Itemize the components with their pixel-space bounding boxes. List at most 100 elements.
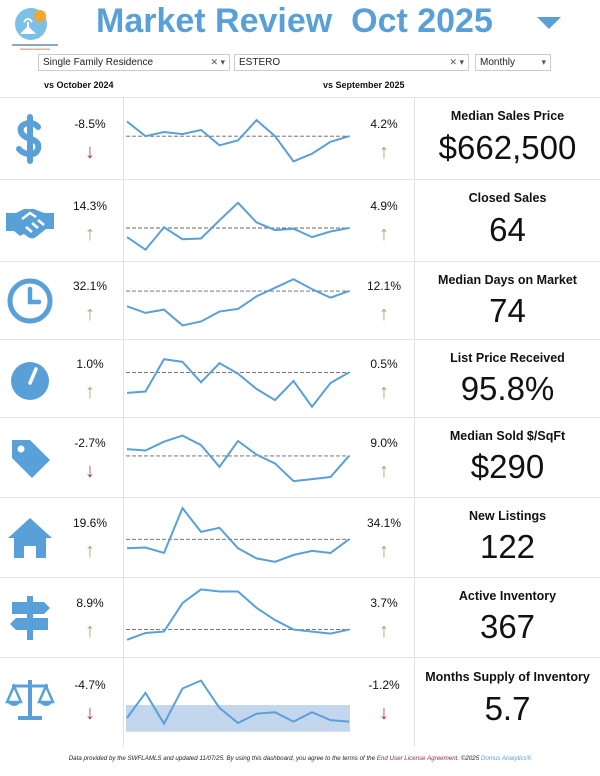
clear-dropdown-icon[interactable]: ✕ ▾ — [449, 57, 464, 67]
arrow-up-icon: ↑ — [379, 381, 389, 403]
metric-row: 14.3% ↑ 4.9% ↑ Closed Sales 64 — [0, 179, 600, 261]
yoy-change: -8.5% — [74, 117, 106, 131]
metric-name: List Price Received — [450, 351, 565, 365]
arrow-up-icon: ↑ — [379, 303, 389, 325]
mom-change: 34.1% — [366, 516, 402, 530]
arrow-up-icon: ↑ — [379, 460, 389, 482]
arrow-down-icon: ↓ — [85, 460, 95, 482]
metric-name: Median Days on Market — [438, 273, 577, 287]
arrow-down-icon: ↓ — [379, 702, 389, 724]
page-title: Market Review Oct 2025 — [96, 2, 493, 40]
eula-link[interactable]: End User License Agreement. — [376, 755, 460, 762]
arrow-up-icon: ↑ — [85, 303, 95, 325]
metrics-list: -8.5% ↓ 4.2% ↑ Median Sales Price $662,500 14.… — [0, 97, 600, 741]
metric-row: -8.5% ↓ 4.2% ↑ Median Sales Price $662,500 — [0, 97, 600, 179]
house-icon — [8, 518, 52, 558]
arrow-down-icon: ↓ — [85, 702, 95, 724]
copyright: ©2025 — [459, 755, 481, 762]
mom-change: 12.1% — [366, 279, 402, 293]
period-value: Monthly — [480, 57, 516, 68]
metric-row: 8.9% ↑ 3.7% ↑ Active Inventory 367 — [0, 577, 600, 657]
metric-row: 1.0% ↑ 0.5% ↑ List Price Received 95.8% — [0, 339, 600, 417]
chevron-down-icon: ▾ — [541, 57, 546, 67]
trend-sparkline — [126, 118, 350, 163]
trend-sparkline — [126, 506, 350, 563]
metric-value: $662,500 — [438, 129, 577, 166]
trend-line — [126, 201, 350, 252]
trend-line — [126, 434, 350, 483]
metric-row: 32.1% ↑ 12.1% ↑ Median Days on Market 74 — [0, 261, 600, 339]
metric-name: Months Supply of Inventory — [425, 670, 590, 684]
metric-name: Median Sold $/SqFt — [449, 429, 566, 443]
trend-sparkline — [126, 278, 350, 327]
trend-sparkline — [126, 201, 350, 252]
metric-row: -4.7% ↓ -1.2% ↓ Months Supply of Inventory 5.… — [0, 657, 600, 741]
metric-value: 122 — [479, 528, 536, 565]
divider — [414, 97, 415, 747]
metric-value: 95.8% — [460, 370, 555, 407]
trend-line — [126, 118, 350, 163]
clock-icon — [7, 278, 53, 324]
trend-line — [126, 358, 350, 409]
metric-name: Active Inventory — [458, 589, 557, 603]
trend-line — [126, 588, 350, 641]
metric-value: 74 — [489, 292, 526, 329]
yoy-change: 14.3% — [72, 199, 108, 213]
area-value: ESTERO — [239, 57, 281, 68]
footer: Data provided by the SWFLAMLS and update… — [0, 755, 600, 763]
trend-sparkline — [126, 588, 350, 641]
metric-name: Median Sales Price — [450, 109, 565, 123]
metric-value: 5.7 — [484, 690, 531, 727]
arrow-up-icon: ↑ — [85, 223, 95, 245]
period-dropdown-caret-icon[interactable] — [537, 17, 561, 29]
yoy-change: 19.6% — [72, 516, 108, 530]
trend-sparkline — [126, 679, 350, 732]
trend-sparkline — [126, 434, 350, 483]
property-type-value: Single Family Residence — [43, 57, 154, 68]
metric-row: -2.7% ↓ 9.0% ↑ Median Sold $/SqFt $290 — [0, 417, 600, 497]
mom-header: vs September 2025 — [323, 80, 405, 90]
mom-change: 0.5% — [370, 357, 398, 371]
trend-line — [126, 506, 350, 563]
area-select[interactable]: ESTERO ✕ ▾ — [234, 54, 469, 71]
arrow-down-icon: ↓ — [85, 141, 95, 163]
mom-change: 9.0% — [370, 436, 398, 450]
yoy-change: -2.7% — [74, 436, 106, 450]
yoy-header: vs October 2024 — [44, 80, 114, 90]
price-tag-icon — [12, 440, 50, 478]
footer-text: Data provided by the SWFLAMLS and update… — [68, 755, 377, 762]
arrow-up-icon: ↑ — [85, 540, 95, 562]
trend-line — [126, 278, 350, 327]
gauge-icon — [11, 362, 49, 400]
clear-dropdown-icon[interactable]: ✕ ▾ — [210, 57, 225, 67]
period-select[interactable]: Monthly ▾ — [475, 54, 551, 71]
arrow-up-icon: ↑ — [379, 141, 389, 163]
property-type-select[interactable]: Single Family Residence ✕ ▾ — [38, 54, 230, 71]
realtors-logo — [12, 8, 58, 50]
arrow-up-icon: ↑ — [85, 620, 95, 642]
arrow-up-icon: ↑ — [379, 540, 389, 562]
metric-name: New Listings — [468, 509, 547, 523]
normal-range-band — [126, 705, 350, 732]
divider — [123, 97, 124, 747]
metric-row: 19.6% ↑ 34.1% ↑ New Listings 122 — [0, 497, 600, 577]
mom-change: 4.2% — [370, 117, 398, 131]
metric-name: Closed Sales — [468, 191, 547, 205]
trend-sparkline — [126, 358, 350, 409]
handshake-icon — [6, 209, 54, 239]
yoy-change: -4.7% — [74, 678, 106, 692]
mom-change: 3.7% — [370, 596, 398, 610]
dollar-icon — [16, 114, 42, 164]
signpost-icon — [10, 596, 50, 640]
scale-icon — [5, 680, 55, 720]
mom-change: 4.9% — [370, 199, 398, 213]
arrow-up-icon: ↑ — [379, 223, 389, 245]
yoy-change: 1.0% — [76, 357, 104, 371]
arrow-up-icon: ↑ — [85, 381, 95, 403]
mom-change: -1.2% — [368, 678, 400, 692]
yoy-change: 8.9% — [76, 596, 104, 610]
arrow-up-icon: ↑ — [379, 620, 389, 642]
domus-link[interactable]: Domus Analytics® — [480, 755, 532, 762]
metric-value: $290 — [470, 448, 545, 485]
metric-value: 367 — [479, 608, 536, 645]
